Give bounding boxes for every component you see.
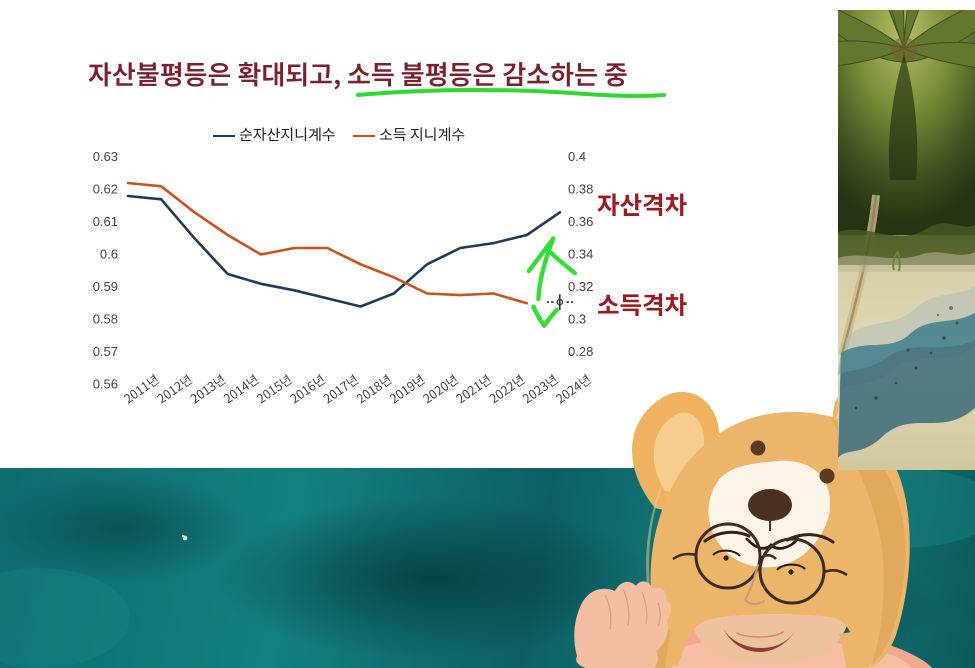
svg-text:0.63: 0.63 <box>93 149 118 164</box>
svg-text:0.58: 0.58 <box>93 312 118 327</box>
svg-text:0.61: 0.61 <box>93 214 118 229</box>
svg-text:0.57: 0.57 <box>93 344 118 359</box>
svg-text:0.56: 0.56 <box>93 377 118 392</box>
svg-text:0.4: 0.4 <box>568 149 586 164</box>
svg-text:0.36: 0.36 <box>568 214 593 229</box>
svg-text:0.38: 0.38 <box>568 182 593 197</box>
svg-text:0.6: 0.6 <box>100 247 118 262</box>
svg-text:0.62: 0.62 <box>93 182 118 197</box>
svg-text:0.59: 0.59 <box>93 279 118 294</box>
